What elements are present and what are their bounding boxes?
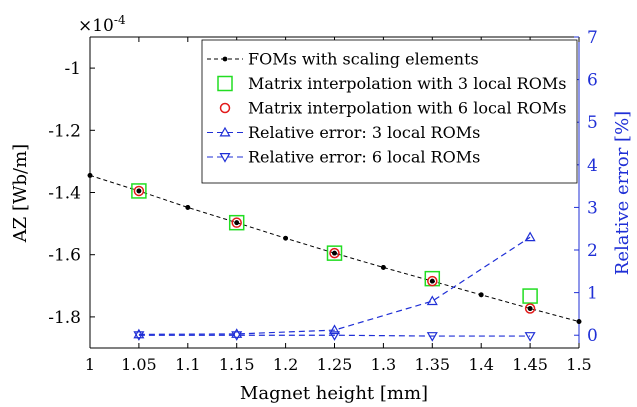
square-marker [217, 75, 233, 92]
y-right-tick-label: 1 [587, 284, 598, 304]
legend-entry-0: FOMs with scaling elements [207, 50, 479, 69]
y-left-tick-label: -1 [64, 59, 81, 79]
y-right-tick-label: 0 [587, 326, 598, 346]
dot-marker [576, 319, 582, 324]
exponent-label: ×10-4 [78, 13, 126, 36]
x-tick-label: 1.3 [371, 355, 396, 374]
y-axis-left-title: AZ [Wb/m] [10, 144, 31, 243]
x-tick-label: 1.4 [468, 355, 493, 374]
x-tick-label: 1.15 [219, 355, 255, 374]
x-tick-label: 1.2 [273, 355, 298, 374]
triangle-down-marker [426, 332, 438, 342]
legend-label: FOMs with scaling elements [248, 50, 479, 69]
y-right-tick-label: 5 [587, 113, 598, 133]
x-tick-label: 1.05 [121, 355, 157, 374]
dot-marker [478, 292, 484, 298]
dot-marker [87, 172, 93, 178]
series-line [138, 236, 531, 335]
y-right-tick-label: 3 [587, 198, 598, 218]
x-tick-label: 1.45 [512, 355, 548, 374]
dot-marker [136, 188, 142, 194]
triangle-down-marker [133, 331, 145, 341]
x-tick-label: 1.25 [317, 355, 353, 374]
circle-marker [133, 185, 145, 197]
series-3 [133, 231, 536, 339]
triangle-up-marker [426, 295, 438, 306]
x-axis-title: Magnet height [mm] [240, 383, 428, 404]
y-right-tick-label: 4 [587, 156, 598, 176]
triangle-down-marker [524, 332, 536, 342]
dot-marker [185, 205, 191, 210]
triangle-down-marker [231, 331, 243, 341]
series-line [138, 334, 531, 337]
legend-entry-4: Relative error: 6 local ROMs [207, 148, 480, 167]
square-marker [326, 245, 343, 261]
triangle-up-marker [133, 328, 145, 339]
legend-entry-2: Matrix interpolation with 6 local ROMs [219, 99, 566, 118]
circle-marker [231, 217, 242, 228]
y-left-tick-label: -1.8 [48, 308, 81, 328]
y-left-tick-label: -1.6 [48, 246, 81, 266]
y-right-tick-label: 2 [587, 241, 598, 261]
x-tick-label: 1.5 [566, 355, 591, 374]
legend-label: Relative error: 3 local ROMs [248, 123, 480, 142]
triangle-up-marker [219, 126, 231, 137]
tick-layer: 1 1.05 1.1 1.15 1.2 1.25 1.3 1.35 1.4 1.45 1.5 -1 -1… [48, 28, 598, 374]
triangle-down-marker [328, 331, 341, 341]
x-tick-label: 1.1 [175, 355, 200, 374]
x-tick-label: 1 [85, 355, 95, 374]
legend-entry-3: Relative error: 3 local ROMs [207, 123, 480, 142]
y-right-tick-label: 7 [587, 28, 598, 48]
x-tick-label: 1.35 [414, 355, 450, 374]
circle-marker [524, 303, 536, 314]
y-axis-right-title: Relative error [%] [612, 111, 633, 275]
dot-marker [222, 56, 228, 62]
square-marker [228, 214, 245, 231]
dot-marker [381, 265, 386, 270]
dot-marker [527, 306, 533, 311]
legend-box [201, 39, 578, 184]
exponent-power: -4 [114, 13, 126, 27]
dot-marker [332, 250, 337, 256]
legend-label: Matrix interpolation with 3 local ROMs [248, 74, 566, 93]
series-1 [131, 183, 538, 304]
square-marker [424, 270, 441, 287]
circle-marker [219, 102, 231, 114]
series-layer [87, 172, 582, 342]
dot-marker [429, 278, 435, 284]
series-0-overlay [87, 172, 582, 324]
legend-label: Matrix interpolation with 6 local ROMs [248, 99, 566, 118]
dot-marker [283, 235, 288, 241]
series-2 [133, 185, 536, 314]
square-marker [131, 183, 147, 199]
legend: FOMs with scaling elements Matrix interpo… [201, 39, 578, 184]
series-4 [133, 331, 536, 342]
circle-marker [329, 247, 340, 259]
y-right-tick-label: 6 [587, 71, 598, 91]
legend-entry-1: Matrix interpolation with 3 local ROMs [217, 74, 566, 93]
exponent-base: ×10 [78, 16, 114, 36]
circle-marker [427, 275, 438, 287]
square-marker [522, 288, 538, 304]
y-left-tick-label: -1.2 [48, 121, 81, 141]
triangle-up-marker [524, 231, 536, 242]
dot-marker [234, 220, 240, 226]
triangle-up-marker [328, 324, 341, 335]
legend-label: Relative error: 6 local ROMs [248, 148, 480, 167]
series-line [89, 174, 580, 323]
y-left-tick-label: -1.4 [48, 184, 81, 204]
triangle-up-marker [231, 328, 243, 338]
triangle-down-marker [219, 153, 231, 163]
